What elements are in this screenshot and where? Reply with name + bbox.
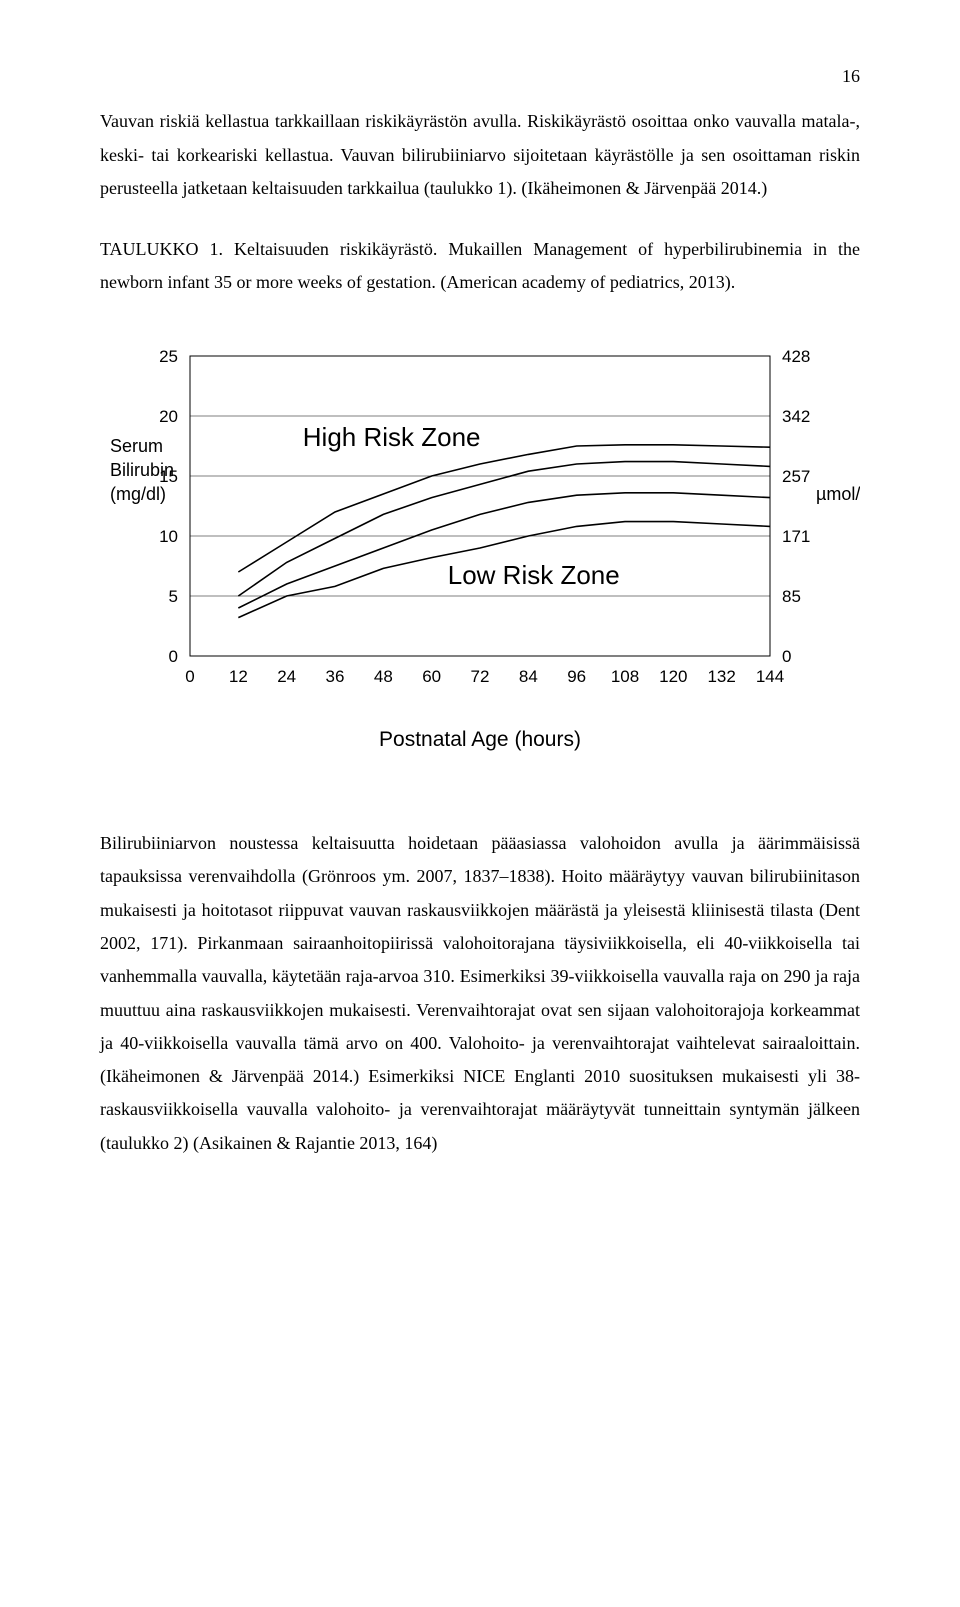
svg-text:85: 85 xyxy=(782,587,801,606)
svg-text:25: 25 xyxy=(159,347,178,366)
svg-text:108: 108 xyxy=(611,667,639,686)
svg-text:257: 257 xyxy=(782,467,810,486)
svg-text:0: 0 xyxy=(782,647,791,666)
svg-text:48: 48 xyxy=(374,667,393,686)
svg-text:Serum: Serum xyxy=(110,436,163,456)
risk-chart: 0510152025085171257342428012243648607284… xyxy=(100,336,860,787)
svg-text:72: 72 xyxy=(471,667,490,686)
table-caption: TAULUKKO 1. Keltaisuuden riskikäyrästö. … xyxy=(100,233,860,300)
svg-text:Bilirubin: Bilirubin xyxy=(110,460,174,480)
svg-text:High Risk Zone: High Risk Zone xyxy=(303,422,481,452)
svg-text:0: 0 xyxy=(185,667,194,686)
svg-text:36: 36 xyxy=(326,667,345,686)
svg-text:60: 60 xyxy=(422,667,441,686)
svg-text:171: 171 xyxy=(782,527,810,546)
page-number: 16 xyxy=(100,60,860,93)
svg-text:132: 132 xyxy=(707,667,735,686)
svg-text:96: 96 xyxy=(567,667,586,686)
svg-text:10: 10 xyxy=(159,527,178,546)
svg-text:84: 84 xyxy=(519,667,538,686)
svg-text:0: 0 xyxy=(169,647,178,666)
svg-text:Postnatal Age (hours): Postnatal Age (hours) xyxy=(379,728,581,751)
svg-text:5: 5 xyxy=(169,587,178,606)
paragraph-2: Bilirubiiniarvon noustessa keltaisuutta … xyxy=(100,827,860,1160)
svg-text:µmol/l: µmol/l xyxy=(816,484,860,504)
svg-text:342: 342 xyxy=(782,407,810,426)
paragraph-1: Vauvan riskiä kellastua tarkkaillaan ris… xyxy=(100,105,860,205)
svg-text:120: 120 xyxy=(659,667,687,686)
svg-text:428: 428 xyxy=(782,347,810,366)
svg-text:20: 20 xyxy=(159,407,178,426)
svg-text:Low Risk Zone: Low Risk Zone xyxy=(448,560,620,590)
svg-text:(mg/dl): (mg/dl) xyxy=(110,484,166,504)
risk-chart-svg: 0510152025085171257342428012243648607284… xyxy=(100,336,860,776)
svg-text:12: 12 xyxy=(229,667,248,686)
svg-text:144: 144 xyxy=(756,667,784,686)
svg-text:24: 24 xyxy=(277,667,296,686)
